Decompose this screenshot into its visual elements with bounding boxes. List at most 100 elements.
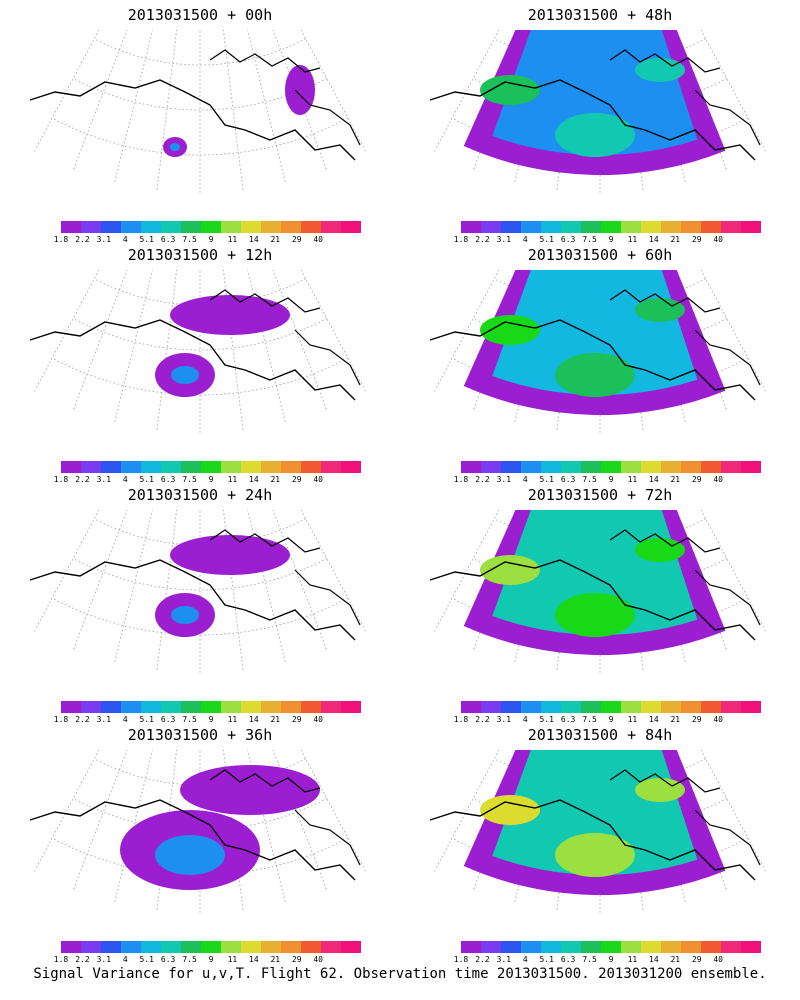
- colorbar-tick-label: 5.1: [539, 715, 554, 724]
- colorbar-tick-label: 21: [670, 475, 681, 484]
- colorbar-swatch: [681, 701, 701, 713]
- colorbar-tick-label: 6.3: [160, 475, 176, 484]
- colorbar-swatch: [141, 941, 161, 953]
- colorbar-tick-label: 6.3: [160, 235, 176, 244]
- colorbar-ticks: 1.8 2.2 3.1 4 5.1 6.3 7.5 9 11 14 21 29 40: [440, 475, 770, 485]
- colorbar-swatch: [221, 701, 241, 713]
- colorbar-swatch: [101, 221, 121, 233]
- colorbar-tick-label: 1.8: [53, 475, 69, 484]
- panel-title: 2013031500 + 84h: [527, 726, 673, 744]
- polar-map: [29, 510, 368, 675]
- colorbar-swatch: [101, 941, 121, 953]
- colorbar-swatch: [121, 461, 141, 473]
- panel-title: 2013031500 + 00h: [127, 6, 273, 24]
- colorbar-tick-label: 29: [291, 235, 302, 244]
- colorbar-tick-label: 40: [313, 955, 323, 964]
- colorbar-swatch: [281, 461, 301, 473]
- colorbar-swatch: [221, 221, 241, 233]
- colorbar-swatch: [601, 221, 621, 233]
- colorbar-tick-label: 5.1: [539, 235, 554, 244]
- colorbar-swatch: [461, 221, 481, 233]
- panel-title: 2013031500 + 72h: [527, 486, 673, 504]
- colorbar-swatch: [661, 461, 681, 473]
- colorbar-swatch: [581, 941, 601, 953]
- colorbar-swatch: [521, 461, 541, 473]
- colorbar-swatch: [281, 941, 301, 953]
- variance-field: [155, 535, 290, 637]
- colorbar-swatch: [481, 701, 501, 713]
- colorbar-tick-label: 9: [208, 235, 214, 244]
- colorbar-swatch: [601, 701, 621, 713]
- colorbar-tick-label: 7.5: [582, 955, 597, 964]
- colorbar-swatch: [201, 941, 221, 953]
- graticule: [32, 510, 368, 675]
- colorbar-swatch: [621, 221, 641, 233]
- colorbar-tick-label: 7.5: [182, 475, 197, 484]
- colorbar-swatch: [541, 221, 561, 233]
- colorbar-tick-label: 21: [270, 475, 281, 484]
- colorbar-swatch: [701, 221, 721, 233]
- colorbar: [61, 461, 361, 473]
- colorbar-swatch: [601, 461, 621, 473]
- colorbar-swatch: [481, 221, 501, 233]
- colorbar-ticks: 1.8 2.2 3.1 4 5.1 6.3 7.5 9 11 14 21 29 40: [440, 715, 770, 725]
- graticule: [32, 30, 368, 195]
- colorbar-swatch: [141, 701, 161, 713]
- colorbar-swatch: [701, 941, 721, 953]
- polar-map: [429, 750, 768, 915]
- map-panel: 2013031500 + 36h 1.8 2.2 3.1 4 5.1 6.3 7.5 9 11 14…: [0, 720, 400, 965]
- colorbar-swatch: [501, 221, 521, 233]
- colorbar-tick-label: 14: [649, 715, 659, 724]
- map-panel: 2013031500 + 48h 1.8 2.2 3.1 4 5.1 6.3 7.5 9 11 14…: [400, 0, 800, 245]
- panel-title: 2013031500 + 12h: [127, 246, 273, 264]
- colorbar-swatch: [581, 221, 601, 233]
- colorbar-swatch: [721, 701, 741, 713]
- colorbar-ticks: 1.8 2.2 3.1 4 5.1 6.3 7.5 9 11 14 21 29 40: [40, 475, 370, 485]
- colorbar-tick-label: 9: [608, 475, 614, 484]
- colorbar-swatch: [61, 221, 81, 233]
- colorbar: [61, 701, 361, 713]
- colorbar-swatch: [661, 221, 681, 233]
- coastline: [429, 529, 761, 641]
- colorbar-swatch: [321, 221, 341, 233]
- colorbar: [461, 701, 761, 713]
- colorbar-swatch: [481, 941, 501, 953]
- colorbar-swatch: [301, 941, 321, 953]
- colorbar-swatch: [341, 461, 361, 473]
- colorbar-tick-label: 6.3: [560, 475, 576, 484]
- colorbar-tick-label: 1.8: [53, 235, 69, 244]
- colorbar-swatch: [121, 941, 141, 953]
- colorbar-tick-label: 6.3: [160, 715, 176, 724]
- colorbar-tick-label: 40: [713, 475, 723, 484]
- colorbar-tick-label: 11: [227, 235, 238, 244]
- colorbar-tick-label: 7.5: [582, 475, 597, 484]
- colorbar-tick-label: 40: [313, 715, 323, 724]
- colorbar-swatch: [241, 221, 261, 233]
- variance-field: [463, 30, 726, 175]
- colorbar-swatch: [721, 941, 741, 953]
- colorbar-swatch: [81, 941, 101, 953]
- colorbar-swatch: [681, 221, 701, 233]
- colorbar-swatch: [321, 461, 341, 473]
- variance-field: [155, 295, 290, 397]
- colorbar-tick-label: 4: [522, 475, 528, 484]
- polar-map: [429, 30, 768, 195]
- colorbar-swatch: [101, 701, 121, 713]
- colorbar-tick-label: 5.1: [139, 235, 154, 244]
- colorbar-swatch: [641, 701, 661, 713]
- colorbar-tick-label: 5.1: [539, 475, 554, 484]
- colorbar-tick-label: 29: [291, 715, 302, 724]
- colorbar-swatch: [341, 701, 361, 713]
- colorbar-tick-label: 40: [713, 235, 723, 244]
- colorbar-tick-label: 3.1: [496, 235, 512, 244]
- colorbar-swatch: [661, 941, 681, 953]
- colorbar-tick-label: 1.8: [453, 475, 469, 484]
- colorbar-swatch: [661, 701, 681, 713]
- colorbar-swatch: [681, 941, 701, 953]
- colorbar-swatch: [141, 221, 161, 233]
- colorbar-tick-label: 11: [627, 715, 638, 724]
- colorbar-swatch: [581, 701, 601, 713]
- colorbar-tick-label: 40: [713, 955, 723, 964]
- colorbar-swatch: [561, 701, 581, 713]
- colorbar-swatch: [641, 461, 661, 473]
